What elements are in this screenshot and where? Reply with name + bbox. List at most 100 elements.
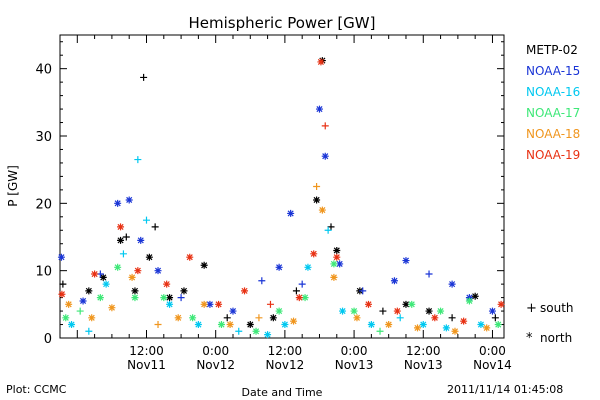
legend-noaa-18: NOAA-18 — [526, 127, 580, 141]
legend-noaa-17: NOAA-17 — [526, 106, 580, 120]
data-point-noaa-17 — [275, 307, 283, 315]
data-point-noaa-15 — [336, 260, 344, 268]
data-point-noaa-19 — [317, 58, 325, 66]
x-axis-label: Date and Time — [242, 386, 323, 399]
data-points — [57, 57, 505, 339]
data-point-metp-02 — [122, 233, 130, 241]
data-point-metp-02 — [85, 287, 93, 295]
data-point-metp-02 — [269, 314, 277, 322]
data-point-noaa-19 — [163, 280, 171, 288]
data-point-metp-02 — [131, 287, 139, 295]
legend-noaa-19: NOAA-19 — [526, 148, 580, 162]
data-point-noaa-16 — [477, 321, 485, 329]
data-point-noaa-16 — [281, 321, 289, 329]
data-point-metp-02 — [491, 314, 499, 322]
data-point-noaa-19 — [431, 314, 439, 322]
data-point-noaa-18 — [290, 317, 298, 325]
data-point-noaa-15 — [321, 152, 329, 160]
data-point-noaa-19 — [497, 300, 505, 308]
data-point-noaa-15 — [114, 199, 122, 207]
x-tick-date: Nov14 — [473, 358, 512, 372]
data-point-noaa-16 — [367, 321, 375, 329]
data-point-noaa-18 — [108, 304, 116, 312]
y-tick-label: 20 — [35, 197, 52, 212]
data-point-noaa-18 — [313, 183, 321, 190]
data-point-metp-02 — [151, 223, 159, 231]
data-point-noaa-16 — [339, 307, 347, 315]
data-point-metp-02 — [140, 73, 148, 81]
x-tick-time: 12:00 — [268, 344, 303, 358]
data-point-noaa-18 — [414, 324, 422, 332]
legend-noaa-15: NOAA-15 — [526, 64, 580, 78]
data-point-metp-02 — [402, 300, 410, 308]
data-point-noaa-17 — [189, 314, 197, 322]
legend-noaa-16: NOAA-16 — [526, 85, 580, 99]
data-point-metp-02 — [425, 307, 433, 315]
legend-marker-label: north — [540, 331, 572, 345]
data-point-noaa-16 — [102, 280, 110, 288]
data-point-metp-02 — [99, 273, 107, 281]
data-point-noaa-16 — [442, 324, 450, 332]
x-tick-date: Nov13 — [404, 358, 443, 372]
data-point-noaa-18 — [255, 314, 263, 322]
data-point-metp-02 — [313, 196, 321, 204]
data-point-noaa-18 — [451, 327, 459, 335]
data-point-noaa-17 — [494, 321, 502, 329]
data-point-noaa-18 — [154, 321, 162, 329]
data-point-noaa-19 — [215, 300, 223, 308]
data-point-noaa-17 — [96, 294, 104, 302]
data-point-noaa-18 — [174, 314, 182, 322]
x-tick-date: Nov11 — [127, 358, 166, 372]
data-point-noaa-19 — [364, 300, 372, 308]
data-point-noaa-19 — [91, 270, 99, 278]
data-point-noaa-19 — [58, 290, 66, 298]
data-point-metp-02 — [166, 294, 174, 302]
data-point-noaa-15 — [402, 257, 410, 265]
data-point-noaa-17 — [301, 294, 309, 302]
data-point-noaa-18 — [128, 273, 136, 281]
data-point-noaa-19 — [241, 287, 249, 295]
x-tick-time: 0:00 — [341, 344, 368, 358]
data-point-metp-02 — [223, 314, 231, 322]
legend-marker-glyph: * — [526, 331, 533, 346]
data-point-metp-02 — [117, 236, 125, 244]
plot-frame — [59, 34, 505, 339]
data-point-noaa-18 — [318, 206, 326, 214]
data-point-noaa-19 — [460, 317, 468, 325]
x-tick-date: Nov13 — [335, 358, 374, 372]
data-point-noaa-15 — [125, 196, 133, 204]
data-point-metp-02 — [200, 261, 208, 269]
data-point-noaa-15 — [390, 277, 398, 285]
y-tick-label: 40 — [35, 63, 52, 78]
data-point-noaa-19 — [134, 267, 142, 275]
data-point-noaa-19 — [295, 294, 303, 302]
data-point-noaa-15 — [275, 263, 283, 271]
data-point-noaa-18 — [353, 314, 361, 322]
data-point-metp-02 — [246, 321, 254, 329]
data-point-noaa-16 — [134, 156, 142, 164]
data-point-noaa-16 — [235, 327, 243, 335]
data-point-noaa-15 — [57, 253, 65, 261]
data-point-noaa-17 — [330, 260, 338, 268]
legend-marker-glyph: + — [526, 301, 537, 316]
plot-timestamp: 2011/11/14 01:45:08 — [447, 383, 564, 396]
data-point-noaa-18 — [65, 300, 73, 308]
legend-metp-02: METP-02 — [526, 43, 578, 57]
y-tick-label: 30 — [35, 130, 52, 145]
data-point-noaa-16 — [194, 321, 202, 329]
data-point-noaa-18 — [226, 321, 234, 329]
data-point-noaa-19 — [333, 253, 341, 261]
data-point-noaa-16 — [166, 300, 174, 308]
x-tick-date: Nov12 — [266, 358, 305, 372]
x-tick-date: Nov12 — [196, 358, 235, 372]
chart-title: Hemispheric Power [GW] — [189, 14, 376, 32]
data-point-noaa-15 — [448, 280, 456, 288]
data-point-noaa-15 — [206, 300, 214, 308]
data-point-noaa-17 — [62, 314, 70, 322]
data-point-metp-02 — [333, 246, 341, 254]
y-axis-label: P [GW] — [6, 165, 20, 207]
data-point-noaa-16 — [396, 314, 404, 322]
data-point-noaa-17 — [217, 321, 225, 329]
data-point-noaa-19 — [393, 307, 401, 315]
